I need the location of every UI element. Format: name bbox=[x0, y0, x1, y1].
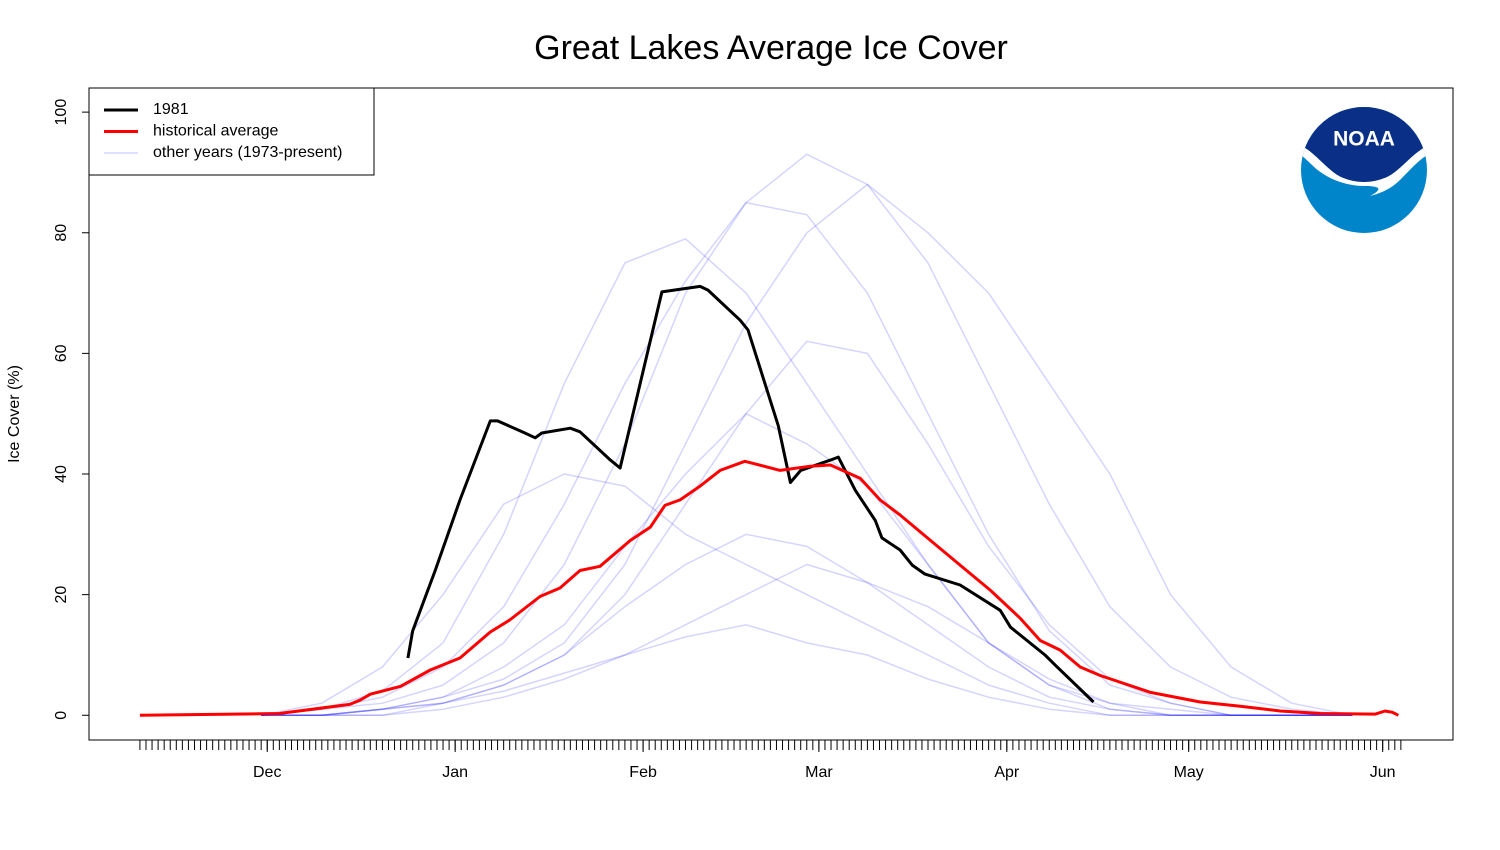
series-line bbox=[406, 284, 1095, 704]
y-tick-label: 80 bbox=[53, 224, 70, 242]
plot-frame bbox=[88, 87, 1454, 741]
y-tick-label: 60 bbox=[53, 344, 70, 362]
y-tick-label: 40 bbox=[53, 465, 70, 483]
y-tick-label: 0 bbox=[53, 711, 70, 720]
legend-label: other years (1973-present) bbox=[153, 144, 342, 161]
x-tick-label: Jun bbox=[1370, 764, 1396, 781]
series-line bbox=[261, 412, 1353, 717]
series-line bbox=[139, 459, 1400, 717]
series-line bbox=[261, 624, 1353, 717]
legend-label: historical average bbox=[153, 123, 279, 140]
logo-text: NOAA bbox=[1333, 128, 1395, 151]
x-tick-label: Dec bbox=[253, 764, 281, 781]
legend-label: 1981 bbox=[153, 101, 189, 118]
series-line bbox=[261, 183, 1353, 717]
x-tick-label: May bbox=[1174, 764, 1204, 781]
x-tick-label: Apr bbox=[994, 764, 1020, 781]
series-line bbox=[261, 153, 1353, 717]
chart-title: Great Lakes Average Ice Cover bbox=[534, 29, 1008, 67]
series-line bbox=[261, 533, 1353, 717]
series-line bbox=[261, 473, 1353, 717]
y-tick-label: 100 bbox=[53, 99, 70, 126]
x-tick-label: Mar bbox=[805, 764, 833, 781]
logo-top bbox=[1301, 107, 1427, 182]
y-tick-label: 20 bbox=[53, 586, 70, 604]
series-line bbox=[261, 201, 1353, 717]
series-line bbox=[261, 340, 1353, 717]
series-line bbox=[261, 238, 1353, 717]
x-tick-label: Feb bbox=[629, 764, 657, 781]
series-line bbox=[261, 563, 1353, 717]
legend: 1981 historical average other years (1973-… bbox=[88, 87, 375, 176]
y-axis-label: Ice Cover (%) bbox=[6, 365, 23, 463]
x-tick-label: Jan bbox=[442, 764, 468, 781]
noaa-logo: NOAA bbox=[1301, 107, 1427, 233]
lines-layer bbox=[139, 153, 1400, 717]
